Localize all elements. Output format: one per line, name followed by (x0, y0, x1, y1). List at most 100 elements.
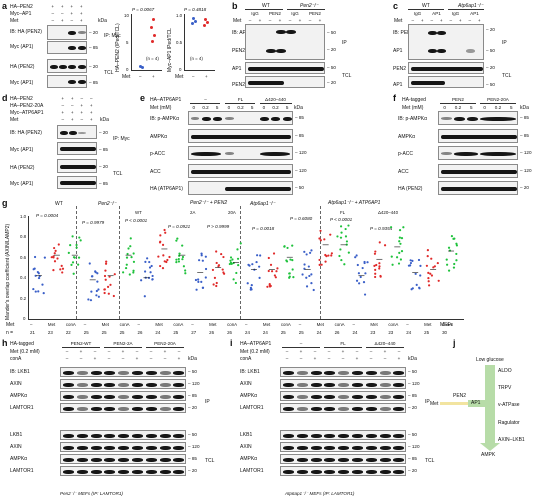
data-point (220, 252, 223, 256)
data-point (204, 18, 207, 21)
data-point (452, 266, 456, 269)
data-point (146, 257, 149, 260)
p-value: P = 0.0004 (36, 213, 59, 218)
data-point (291, 259, 294, 262)
data-point (34, 274, 37, 277)
mw-marker: – 20 (89, 30, 98, 35)
blot-image (57, 176, 97, 189)
data-point (103, 274, 107, 278)
data-point (236, 257, 240, 260)
p-value: P < 0.0001 (330, 217, 353, 222)
data-point (200, 252, 203, 255)
p-value: P = 0.6080 (290, 216, 313, 221)
p-value: P = 0.0067 (132, 7, 155, 12)
data-point (175, 261, 178, 264)
pathway-node: AMPK (481, 452, 496, 458)
blot-image (60, 403, 186, 413)
data-point (398, 229, 402, 232)
data-point (175, 239, 178, 242)
data-point (95, 289, 98, 293)
data-point (194, 278, 198, 282)
panel-label-a: a (2, 1, 8, 11)
data-point (345, 243, 348, 246)
mw-marker: – 50 (188, 369, 197, 374)
mark: – (51, 11, 55, 16)
data-point (323, 238, 326, 241)
data-point (374, 250, 377, 253)
data-point (88, 262, 91, 265)
blot-image (60, 379, 186, 389)
blot-label: AXIN (240, 444, 252, 450)
data-point (303, 263, 306, 266)
data-point (267, 256, 270, 260)
data-point (195, 288, 198, 291)
n-value: 25 (298, 330, 304, 335)
header-label: HA–ATP6AP1 (240, 341, 272, 347)
data-point (96, 280, 99, 283)
group-title: Pen2⁻/⁻ (98, 201, 117, 207)
data-point (436, 261, 439, 265)
blot-label: PEN2 (232, 82, 246, 88)
data-point (453, 262, 456, 266)
mw-marker: – 20 (327, 47, 336, 52)
blot-label: LAMTOR1 (10, 405, 34, 411)
data-point (391, 263, 394, 266)
kda-label: kDa (294, 105, 303, 111)
blot-label: IB: HA (PEN2) (10, 29, 42, 35)
blot-label: AMPKα (240, 456, 258, 462)
x-category: conA (334, 322, 345, 327)
data-point (143, 270, 147, 273)
data-point (215, 261, 218, 265)
panel-label-f: f (393, 93, 396, 103)
data-point (41, 283, 44, 286)
data-point (288, 272, 291, 275)
data-point (132, 260, 136, 263)
row-label: Met (6, 322, 15, 328)
data-point (60, 264, 63, 268)
data-point (181, 255, 185, 259)
blot-image (280, 466, 406, 476)
data-point (232, 278, 235, 281)
data-point (433, 265, 437, 268)
x-category: – (406, 322, 409, 327)
data-point (324, 253, 327, 257)
kda-label: kDa (188, 356, 197, 362)
data-point (236, 248, 239, 251)
data-point (204, 276, 207, 279)
data-point (379, 275, 382, 278)
data-point (200, 254, 203, 257)
data-point (373, 264, 376, 267)
blot-label: HA (PEN2) (398, 186, 423, 192)
blot-image (60, 466, 186, 476)
data-point (52, 255, 55, 258)
blot-label: HA (ATP6AP1) (150, 186, 183, 192)
blot-image (438, 111, 518, 125)
header-label: HA–PEN2-20A (10, 103, 44, 109)
blot-image (57, 142, 97, 155)
mw-marker: – 20 (327, 80, 336, 85)
data-point (446, 263, 449, 266)
data-point (355, 254, 358, 257)
col-label: IgG (451, 11, 460, 16)
data-point (256, 254, 259, 257)
data-point (269, 263, 273, 266)
x-category: – (30, 322, 33, 327)
mw-marker: – 85 (520, 115, 529, 120)
data-point (229, 256, 233, 259)
blot-image (60, 430, 186, 440)
data-point (339, 248, 342, 251)
mw-marker: – 20 (188, 405, 197, 410)
col-label: AP1 (470, 11, 479, 16)
data-point (366, 261, 369, 264)
blot-label: IB: p-AMPKα (150, 116, 180, 122)
data-point (181, 258, 184, 261)
mark: + (60, 4, 64, 9)
data-point (357, 272, 360, 275)
data-point (355, 279, 359, 282)
mw-marker: – 20 (99, 164, 108, 169)
data-point (310, 273, 313, 276)
data-point (301, 273, 304, 276)
p-value: P = 0.9979 (82, 220, 105, 225)
tick: 0.6 (20, 255, 27, 260)
n-label: (n = 4) (146, 56, 159, 61)
